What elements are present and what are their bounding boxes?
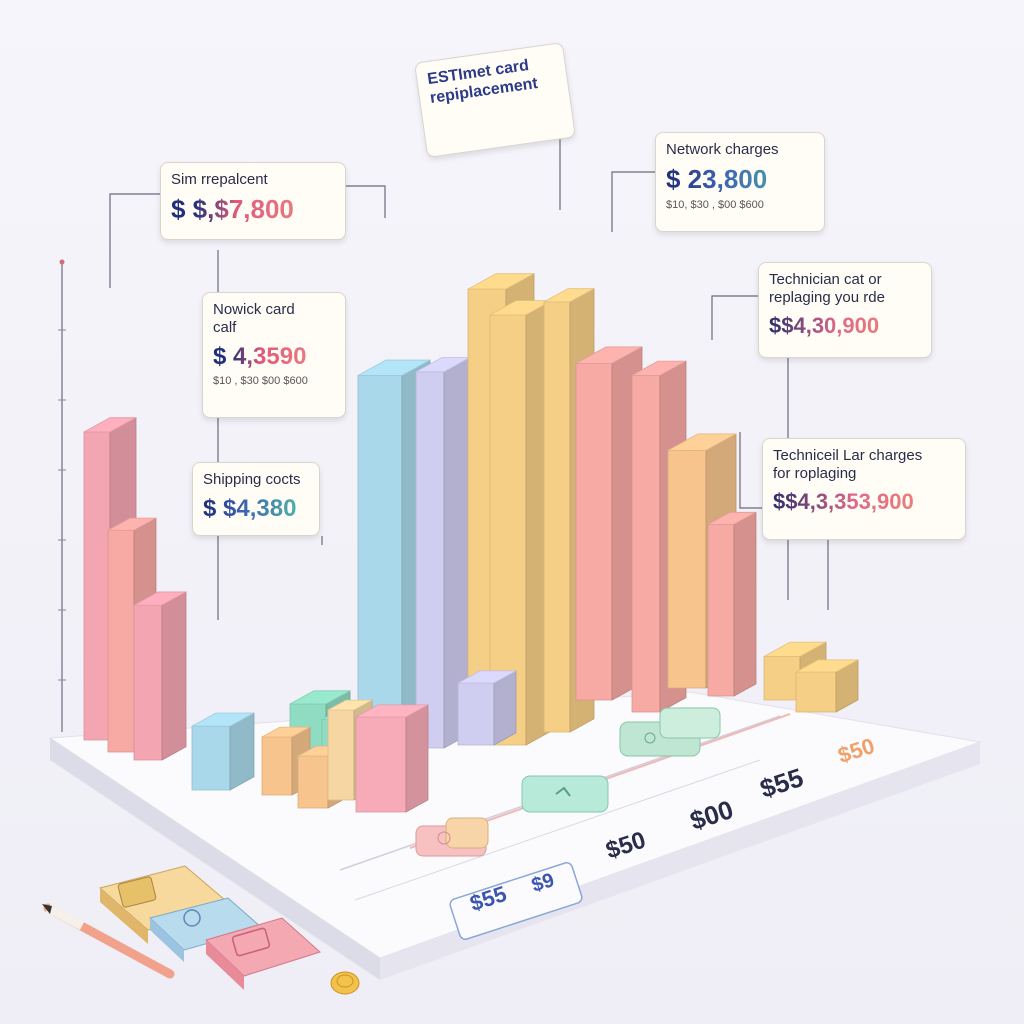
- card-nowick-title: Nowick card calf: [213, 301, 295, 336]
- bar-15-top: [707, 511, 757, 525]
- block-small-2-front: [297, 755, 329, 809]
- block-small-4-side: [405, 704, 429, 813]
- bar-4-front: [191, 725, 231, 791]
- floor-elements: [42, 707, 791, 995]
- bar-8-front: [415, 371, 445, 749]
- card-sim-replacement: Sim rrepalcent $ $,$7,800: [160, 162, 346, 240]
- bar-2-top: [107, 517, 157, 531]
- bar-5-top: [289, 690, 351, 705]
- block-small-3-front: [327, 709, 355, 801]
- bar-1-top: [83, 417, 137, 433]
- card-network-sub: $10, $30 , $00 $600: [666, 198, 764, 211]
- bar-3: [133, 591, 187, 761]
- card-sim-value: $ $,$7,800: [171, 194, 335, 225]
- bar-13-front: [631, 374, 661, 713]
- card-shipping: Shipping cocts $ $4,380: [192, 462, 320, 536]
- card-technician-title: Technician cat or replaging you rde: [769, 271, 885, 306]
- bar-12-top: [575, 346, 643, 364]
- bar-3-front: [133, 604, 163, 761]
- bar-15: [707, 511, 757, 697]
- sim-card-stack: [98, 865, 321, 990]
- block-small-5-side: [493, 670, 517, 746]
- bar-8: [415, 356, 471, 749]
- slider-handle-mint[interactable]: [521, 775, 609, 813]
- bar-14-top: [667, 433, 737, 451]
- bar-3-side: [161, 591, 187, 761]
- chart-title: ESTImet card repiplacement: [426, 57, 539, 108]
- card-nowick-sub: $10 , $30 $00 $600: [213, 374, 308, 387]
- pencil-icon: [42, 903, 175, 979]
- slider-handle-green[interactable]: [619, 707, 721, 757]
- left-axis: [58, 259, 66, 732]
- bar-4-top: [191, 712, 255, 727]
- bar-2-front: [107, 529, 135, 753]
- amount-box-blue[interactable]: [449, 861, 584, 940]
- bar-16-front: [763, 656, 801, 701]
- card-techlabor-title: Techniceil Lar charges for roplaging: [773, 447, 923, 482]
- block-small-5-top: [457, 670, 517, 684]
- bar-15-side: [733, 511, 757, 697]
- card-technician-value: $$4,30,900: [769, 313, 921, 338]
- block-small-5: [457, 670, 517, 746]
- block-small-4-top: [355, 704, 429, 718]
- bar-13-top: [631, 360, 687, 376]
- card-network-title: Network charges: [666, 141, 779, 158]
- block-small-1-front: [261, 736, 293, 796]
- card-shipping-value: $ $4,380: [203, 495, 309, 523]
- bar-17: [795, 659, 859, 713]
- slider-handle-pink[interactable]: [415, 817, 489, 857]
- bars-group: [83, 273, 859, 813]
- bar-7-top: [357, 359, 431, 376]
- bar-9-top: [467, 273, 535, 290]
- card-network-value: $ 23,800: [666, 164, 814, 195]
- card-tech-labor: Techniceil Lar charges for roplaging $$4…: [762, 438, 966, 540]
- bar-11-top: [543, 288, 595, 303]
- bar-1-front: [83, 431, 111, 741]
- block-small-3-top: [327, 699, 373, 711]
- block-small-5-front: [457, 682, 495, 746]
- coin-icon: [330, 971, 360, 995]
- bar-15-front: [707, 524, 735, 697]
- card-technician: Technician cat or replaging you rde $$4,…: [758, 262, 932, 358]
- bar-11-front: [543, 301, 571, 733]
- bar-17-top: [795, 659, 859, 673]
- bar-16-top: [763, 641, 827, 657]
- card-shipping-title: Shipping cocts: [203, 471, 301, 488]
- card-techlabor-value: $$4,3,353,900: [773, 489, 955, 514]
- card-network-card: Nowick card calf $ 4,3590 $10 , $30 $00 …: [202, 292, 346, 418]
- card-network-charges: Network charges $ 23,800 $10, $30 , $00 …: [655, 132, 825, 232]
- bar-12-front: [575, 362, 613, 701]
- block-small-4: [355, 704, 429, 813]
- bar-14-front: [667, 449, 707, 689]
- block-small-4-front: [355, 716, 407, 813]
- card-sim-title: Sim rrepalcent: [171, 171, 268, 188]
- card-nowick-value: $ 4,3590: [213, 343, 335, 371]
- bar-3-top: [133, 591, 187, 606]
- bar-17-front: [795, 671, 837, 713]
- block-small-1-top: [261, 726, 311, 738]
- bar-4: [191, 712, 255, 791]
